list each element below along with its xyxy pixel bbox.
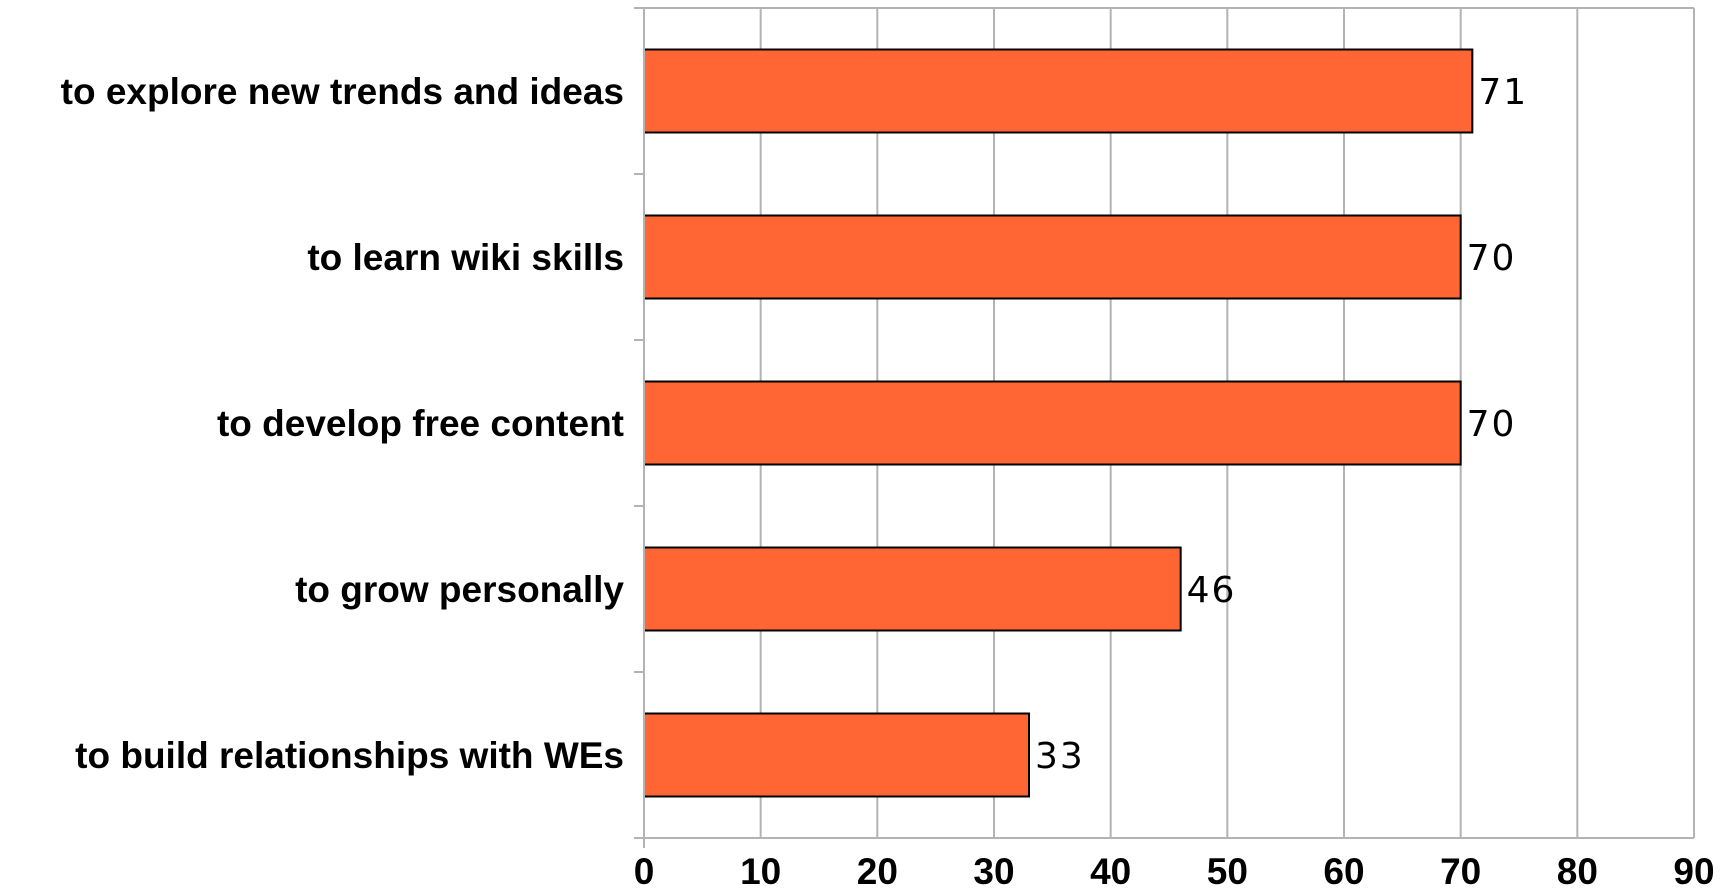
x-tick-label: 10 [740, 851, 781, 892]
x-tick-label: 70 [1440, 851, 1481, 892]
axes [634, 7, 1694, 848]
x-tick-label: 40 [1090, 851, 1131, 892]
category-label: to explore new trends and ideas [61, 71, 624, 112]
x-tick-label: 30 [973, 851, 1014, 892]
data-label: 33 [1035, 736, 1085, 777]
x-tick-label: 90 [1673, 851, 1714, 892]
bar [643, 214, 1462, 300]
bar [643, 546, 1182, 632]
data-label: 70 [1467, 404, 1517, 445]
data-label: 70 [1467, 238, 1517, 279]
x-tick-label: 60 [1323, 851, 1364, 892]
category-label: to learn wiki skills [307, 237, 624, 278]
x-tick-label: 20 [857, 851, 898, 892]
category-label: to build relationships with WEs [75, 735, 624, 776]
x-tick-labels: 0 10 20 30 40 50 60 70 80 90 [634, 851, 1715, 892]
category-labels: to explore new trends and ideas to learn … [61, 71, 625, 776]
x-tick-label: 80 [1557, 851, 1598, 892]
x-tick-label: 50 [1207, 851, 1248, 892]
bar [643, 48, 1474, 134]
x-tick-label: 0 [634, 851, 655, 892]
bars [643, 48, 1474, 798]
bar [643, 712, 1030, 798]
data-labels: 71 70 70 46 33 [1035, 72, 1528, 777]
bar [643, 380, 1462, 466]
data-label: 46 [1187, 570, 1237, 611]
category-label: to develop free content [217, 403, 624, 444]
data-label: 71 [1478, 72, 1528, 113]
category-label: to grow personally [295, 569, 624, 610]
